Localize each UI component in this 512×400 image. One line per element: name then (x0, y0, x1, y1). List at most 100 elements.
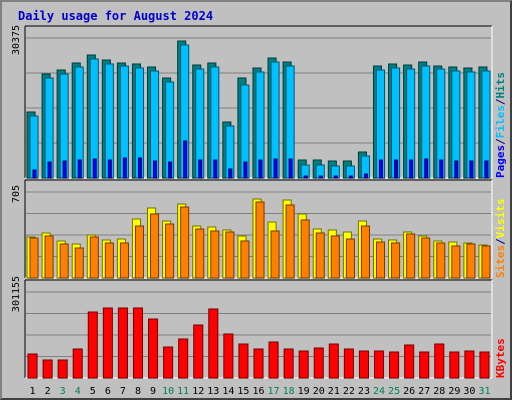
legend-entry: / (494, 138, 507, 145)
bar-sites-day-16 (255, 201, 265, 279)
legend-entry: Visits (494, 199, 507, 239)
bar-pages-day-30 (469, 160, 474, 179)
bar-sites-day-12 (195, 228, 205, 279)
bar-kbytes-day-20 (313, 347, 324, 379)
x-tick-label-day-7: 7 (120, 386, 126, 397)
x-tick-label-day-18: 18 (283, 386, 295, 397)
bar-pages-day-3 (62, 160, 67, 179)
x-tick-label-day-4: 4 (75, 386, 81, 397)
bar-sites-day-27 (421, 237, 431, 279)
bar-pages-day-1 (32, 169, 37, 179)
x-tick-label-day-22: 22 (343, 386, 355, 397)
bar-pages-day-19 (303, 175, 308, 179)
x-tick-label-day-13: 13 (207, 386, 219, 397)
bar-pages-day-15 (243, 161, 248, 179)
bar-sites-day-31 (481, 245, 491, 279)
bar-pages-day-18 (288, 158, 293, 179)
bar-pages-day-14 (228, 168, 233, 179)
legend-entry: KBytes (494, 338, 507, 378)
bar-kbytes-day-17 (268, 341, 279, 379)
bar-kbytes-day-28 (434, 343, 445, 379)
bar-sites-day-14 (225, 231, 235, 279)
bar-sites-day-3 (59, 243, 69, 279)
bar-pages-day-12 (198, 159, 203, 179)
bar-kbytes-day-18 (283, 348, 294, 379)
legend-entry: Hits (494, 72, 507, 99)
bar-pages-day-11 (183, 140, 188, 179)
legend-entry: Files (494, 105, 507, 138)
bar-pages-day-20 (318, 175, 323, 179)
bar-kbytes-day-15 (238, 343, 249, 379)
bar-sites-day-25 (391, 242, 401, 279)
bar-kbytes-day-12 (193, 324, 204, 379)
x-tick-label-day-6: 6 (105, 386, 111, 397)
bar-pages-day-27 (424, 158, 429, 179)
bar-pages-day-31 (484, 160, 489, 179)
x-tick-label-day-31: 31 (478, 386, 490, 397)
bar-sites-day-19 (300, 219, 310, 279)
bar-sites-day-26 (406, 233, 416, 279)
bar-kbytes-day-2 (42, 359, 53, 379)
panel-visits-sites-ymax-label: 705 (11, 185, 22, 203)
x-tick-label-day-11: 11 (177, 386, 189, 397)
bar-pages-day-4 (77, 159, 82, 179)
bar-sites-day-20 (315, 232, 325, 279)
x-tick-label-day-20: 20 (313, 386, 325, 397)
x-tick-label-day-30: 30 (463, 386, 475, 397)
bar-kbytes-day-5 (87, 311, 98, 379)
x-tick-label-day-21: 21 (328, 386, 340, 397)
bar-sites-day-10 (165, 223, 175, 279)
x-tick-label-day-17: 17 (268, 386, 280, 397)
legend-entry: / (494, 98, 507, 105)
x-tick-label-day-29: 29 (448, 386, 460, 397)
bar-kbytes-day-23 (358, 350, 369, 379)
bar-sites-day-8 (134, 225, 145, 279)
bar-pages-day-5 (92, 158, 97, 179)
bar-pages-day-8 (137, 157, 142, 179)
x-tick-label-day-3: 3 (60, 386, 66, 397)
bar-sites-day-24 (375, 241, 386, 279)
x-tick-label-day-19: 19 (298, 386, 310, 397)
bar-kbytes-day-16 (253, 348, 264, 379)
x-tick-label-day-2: 2 (45, 386, 51, 397)
bar-kbytes-day-29 (449, 351, 460, 379)
bar-pages-day-21 (333, 175, 338, 179)
bar-pages-day-2 (47, 161, 52, 179)
bar-pages-day-7 (122, 157, 127, 179)
bar-kbytes-day-27 (419, 351, 430, 379)
bar-sites-day-28 (436, 242, 446, 279)
bar-pages-day-22 (348, 175, 353, 179)
bar-pages-day-26 (409, 159, 414, 179)
x-tick-label-day-12: 12 (192, 386, 204, 397)
bar-pages-day-6 (107, 159, 112, 179)
bar-kbytes-day-31 (479, 351, 490, 379)
bar-sites-day-30 (466, 243, 476, 279)
bar-kbytes-day-21 (328, 343, 339, 379)
x-tick-label-day-14: 14 (222, 386, 234, 397)
bar-kbytes-day-10 (163, 346, 174, 379)
bar-kbytes-day-13 (208, 308, 219, 379)
bar-kbytes-day-24 (373, 350, 385, 379)
x-tick-label-day-23: 23 (358, 386, 370, 397)
bar-sites-day-11 (180, 206, 190, 279)
bar-kbytes-day-25 (389, 351, 400, 379)
x-tick-label-day-8: 8 (135, 386, 141, 397)
bar-pages-day-25 (394, 159, 399, 179)
legend-entry: Sites (494, 245, 507, 278)
chart-title: Daily usage for August 2024 (18, 9, 214, 23)
x-tick-label-day-1: 1 (30, 386, 36, 397)
legend-entry: / (494, 238, 507, 245)
panel-hits-files-pages-legend: Pages/Files/Hits (494, 72, 507, 178)
bar-sites-day-13 (210, 230, 220, 279)
bar-sites-day-9 (150, 213, 160, 279)
bar-kbytes-day-7 (117, 307, 128, 379)
bar-sites-day-4 (74, 247, 84, 279)
x-tick-label-day-5: 5 (90, 386, 96, 397)
x-tick-label-day-9: 9 (150, 386, 156, 397)
bar-kbytes-day-3 (57, 359, 68, 379)
bar-sites-day-29 (451, 245, 461, 279)
x-tick-label-day-10: 10 (162, 386, 174, 397)
bar-pages-day-16 (258, 159, 263, 179)
bar-sites-day-6 (104, 242, 114, 279)
